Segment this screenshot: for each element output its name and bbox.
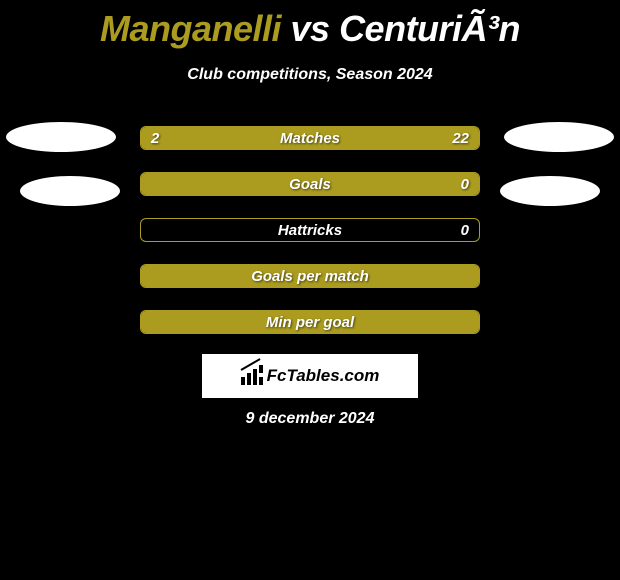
stat-row-matches: 2 Matches 22 (140, 126, 480, 150)
stat-label: Goals per match (141, 265, 479, 287)
comparison-title: Manganelli vs CenturiÃ³n (0, 0, 620, 50)
stat-label: Min per goal (141, 311, 479, 333)
stat-row-min-per-goal: Min per goal (140, 310, 480, 334)
stat-row-goals-per-match: Goals per match (140, 264, 480, 288)
chart-icon (241, 367, 265, 385)
player1-name: Manganelli (100, 8, 281, 49)
stats-bars: 2 Matches 22 Goals 0 Hattricks 0 Goals p… (140, 126, 480, 356)
stat-value-right: 22 (452, 127, 469, 149)
stat-value-right: 0 (461, 173, 469, 195)
player2-photo-placeholder-2 (500, 176, 600, 206)
vs-text: vs (291, 8, 330, 49)
subtitle: Club competitions, Season 2024 (0, 66, 620, 84)
stat-row-hattricks: Hattricks 0 (140, 218, 480, 242)
stat-row-goals: Goals 0 (140, 172, 480, 196)
stat-label: Matches (141, 127, 479, 149)
stat-value-right: 0 (461, 219, 469, 241)
fctables-logo[interactable]: FcTables.com (202, 354, 418, 398)
logo-text: FcTables.com (241, 366, 380, 386)
date-text: 9 december 2024 (0, 410, 620, 428)
stat-label: Hattricks (141, 219, 479, 241)
logo-label: FcTables.com (267, 366, 380, 386)
player1-photo-placeholder-2 (20, 176, 120, 206)
player1-photo-placeholder (6, 122, 116, 152)
stat-label: Goals (141, 173, 479, 195)
player2-name: CenturiÃ³n (339, 8, 520, 49)
player2-photo-placeholder (504, 122, 614, 152)
